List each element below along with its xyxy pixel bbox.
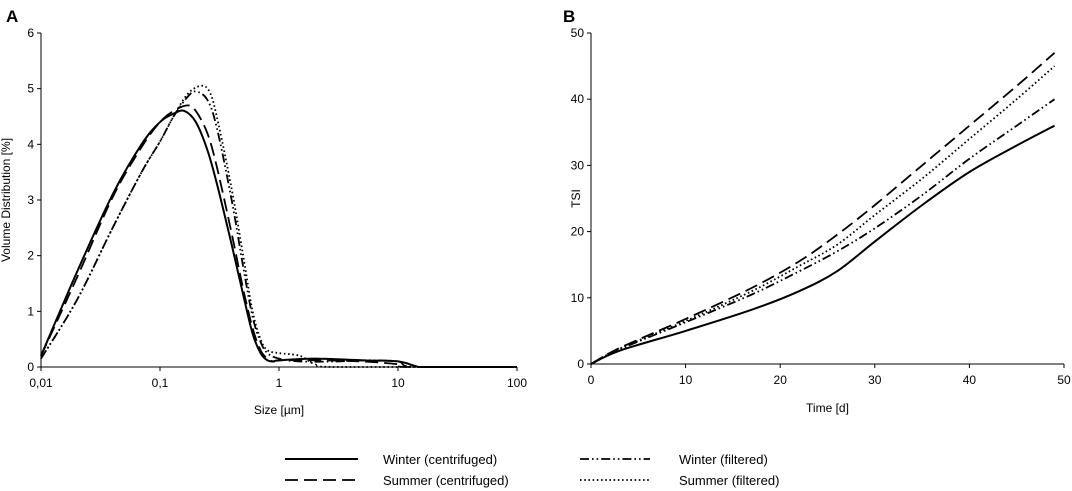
panel-a-x-tick-label: 10 [391,376,405,390]
panel-a-x-axis-label: Size [µm] [254,403,304,417]
legend-label: Summer (centrifuged) [383,473,509,488]
legend: Winter (centrifuged) Winter (filtered) Sum… [285,452,779,488]
panel-b-x-tick-label: 10 [679,373,693,387]
legend-label: Summer (filtered) [679,473,779,488]
panel-b-y-tick-label: 20 [571,225,585,239]
panel-b-x-tick-label: 0 [588,373,595,387]
panel-b-x-tick-label: 40 [963,373,977,387]
panel-a-x-tick-label: 100 [507,376,527,390]
panel-b-x-tick-label: 20 [774,373,788,387]
panel-a-x-tick-label: 0,01 [29,376,53,390]
panel-a-y-tick-label: 6 [27,26,34,40]
panel-a-letter: A [6,7,18,26]
panel-b-series-dashdotdot [590,98,1056,365]
panel-b-series-dotted [590,65,1056,365]
legend-label: Winter (centrifuged) [383,452,497,467]
panel-a-y-tick-label: 0 [27,360,34,374]
panel-a: A 0 1 2 3 4 5 6 0,01 0,1 1 10 100 Size [µm] Volume Di… [0,7,527,417]
panel-a-series-dashed [40,104,517,368]
panel-a-series-dotted [40,84,517,368]
panel-b-y-axis-label: TSI [569,189,583,208]
panel-a-y-tick-label: 2 [27,249,34,263]
panel-b-y-tick-label: 50 [571,26,585,40]
panel-a-x-tick-label: 1 [276,376,283,390]
panel-b-x-tick-label: 50 [1057,373,1071,387]
panel-a-x-tick-label: 0,1 [152,376,169,390]
panel-b-y-tick-label: 40 [571,92,585,106]
panel-a-y-tick-label: 3 [27,193,34,207]
panel-a-y-tick-label: 5 [27,82,34,96]
panel-a-y-tick-label: 4 [27,137,34,151]
panel-b-x-axis-label: Time [d] [806,401,849,415]
panel-a-series-solid [40,109,517,369]
panel-b-series-solid [590,124,1056,365]
panel-a-y-axis-label: Volume Distribution [%] [0,138,13,262]
panel-b-y-tick-label: 0 [577,357,584,371]
panel-b-series-dashed [590,52,1056,365]
panel-b-y-tick-label: 30 [571,158,585,172]
panel-b-y-tick-label: 10 [571,291,585,305]
panel-b-x-tick-label: 30 [868,373,882,387]
panel-b: B 0 10 20 30 40 50 0 10 20 30 40 50 Time [d] TSI [563,7,1071,415]
legend-label: Winter (filtered) [679,452,768,467]
panel-a-y-tick-label: 1 [27,304,34,318]
panel-b-letter: B [563,7,575,26]
